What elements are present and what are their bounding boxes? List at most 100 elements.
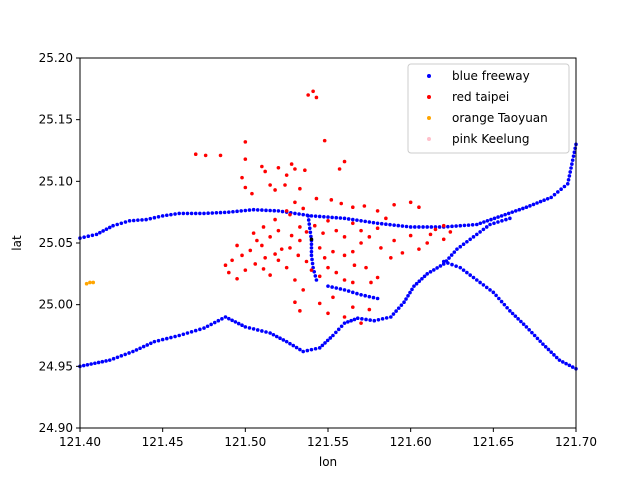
blue-freeway-point xyxy=(260,329,264,333)
blue-freeway-point xyxy=(284,339,289,344)
blue-freeway-point xyxy=(420,276,424,281)
red-taipei-point xyxy=(298,186,302,191)
red-taipei-point xyxy=(293,200,297,205)
blue-freeway-point xyxy=(274,334,279,339)
red-taipei-point xyxy=(273,217,277,222)
blue-freeway-point xyxy=(470,223,475,227)
blue-freeway-point xyxy=(449,253,454,257)
blue-freeway-point xyxy=(205,324,210,329)
blue-freeway-point xyxy=(235,209,239,214)
y-tick-label: 24.95 xyxy=(39,359,73,373)
blue-freeway-point xyxy=(488,222,492,227)
red-taipei-point xyxy=(250,191,254,196)
legend-label: red taipei xyxy=(452,90,509,104)
blue-freeway-point xyxy=(309,253,314,258)
blue-freeway-point xyxy=(96,360,101,365)
blue-freeway-point xyxy=(111,223,115,228)
blue-freeway-point xyxy=(181,211,186,216)
red-taipei-point xyxy=(284,265,289,270)
red-taipei-point xyxy=(276,258,281,263)
blue-freeway-point xyxy=(508,216,512,221)
blue-freeway-point xyxy=(131,349,135,354)
blue-freeway-point xyxy=(441,262,446,266)
red-taipei-point xyxy=(273,188,277,192)
blue-freeway-point xyxy=(425,272,430,276)
blue-freeway-point xyxy=(570,365,575,369)
blue-freeway-point xyxy=(559,187,563,192)
blue-freeway-point xyxy=(496,220,500,224)
blue-freeway-point xyxy=(81,363,86,368)
blue-freeway-point xyxy=(255,208,260,212)
x-tick-label: 121.60 xyxy=(390,435,432,449)
blue-freeway-point xyxy=(255,328,260,332)
blue-freeway-point xyxy=(223,315,228,319)
blue-freeway-point xyxy=(326,215,330,219)
red-taipei-point xyxy=(288,212,292,217)
red-taipei-point xyxy=(203,153,208,158)
red-taipei-point xyxy=(342,235,347,239)
red-taipei-point xyxy=(248,248,253,253)
blue-freeway-point xyxy=(364,317,368,322)
blue-freeway-point xyxy=(363,293,368,298)
blue-freeway-point xyxy=(400,224,405,228)
blue-freeway-point xyxy=(394,309,398,313)
blue-freeway-point xyxy=(202,326,206,330)
blue-freeway-point xyxy=(181,332,186,337)
red-taipei-point xyxy=(351,305,355,309)
blue-freeway-point xyxy=(271,332,276,337)
blue-freeway-point xyxy=(160,337,165,342)
blue-freeway-point xyxy=(406,293,410,298)
red-taipei-point xyxy=(284,209,289,213)
red-taipei-point xyxy=(359,321,363,325)
x-tick-label: 121.65 xyxy=(472,435,514,449)
red-taipei-point xyxy=(261,225,266,229)
blue-freeway-point xyxy=(513,209,518,213)
blue-freeway-point xyxy=(462,223,467,228)
red-taipei-point xyxy=(448,230,453,234)
blue-freeway-point xyxy=(198,327,202,332)
red-taipei-point xyxy=(268,183,272,187)
blue-freeway-point xyxy=(355,316,360,321)
blue-freeway-point xyxy=(422,274,427,279)
blue-freeway-point xyxy=(169,335,173,340)
blue-freeway-point xyxy=(100,359,105,364)
blue-freeway-point xyxy=(220,317,224,321)
blue-freeway-point xyxy=(216,318,221,323)
blue-freeway-point xyxy=(545,196,550,201)
red-taipei-point xyxy=(417,247,421,251)
blue-freeway-point xyxy=(491,290,496,295)
blue-freeway-point xyxy=(367,220,372,224)
blue-freeway-point xyxy=(298,347,302,352)
red-taipei-point xyxy=(268,235,272,239)
red-taipei-point xyxy=(369,280,373,285)
blue-freeway-point xyxy=(492,216,497,221)
red-taipei-point xyxy=(317,246,322,250)
blue-freeway-point xyxy=(317,214,322,219)
blue-freeway-point xyxy=(528,204,532,208)
red-taipei-point xyxy=(243,185,248,190)
blue-freeway-point xyxy=(86,234,91,239)
blue-freeway-point xyxy=(513,314,518,318)
blue-freeway-point xyxy=(317,346,322,350)
blue-freeway-point xyxy=(326,284,330,288)
blue-freeway-point xyxy=(320,343,325,348)
red-taipei-point xyxy=(375,226,380,230)
blue-freeway-point xyxy=(396,306,401,310)
blue-freeway-point xyxy=(546,347,551,352)
blue-freeway-point xyxy=(359,293,363,297)
blue-freeway-point xyxy=(309,347,314,352)
blue-freeway-point xyxy=(313,214,318,218)
red-taipei-point xyxy=(337,167,342,171)
orange-taoyuan-point xyxy=(88,280,92,285)
blue-freeway-point xyxy=(233,320,238,324)
blue-freeway-point xyxy=(402,300,406,305)
blue-freeway-point xyxy=(309,234,313,239)
blue-freeway-point xyxy=(494,293,498,298)
blue-freeway-point xyxy=(119,221,124,226)
y-tick-label: 24.90 xyxy=(39,421,73,435)
blue-freeway-point xyxy=(499,214,504,218)
blue-freeway-point xyxy=(338,216,343,220)
red-taipei-point xyxy=(309,268,314,272)
blue-freeway-point xyxy=(305,348,310,353)
blue-freeway-point xyxy=(309,249,314,254)
